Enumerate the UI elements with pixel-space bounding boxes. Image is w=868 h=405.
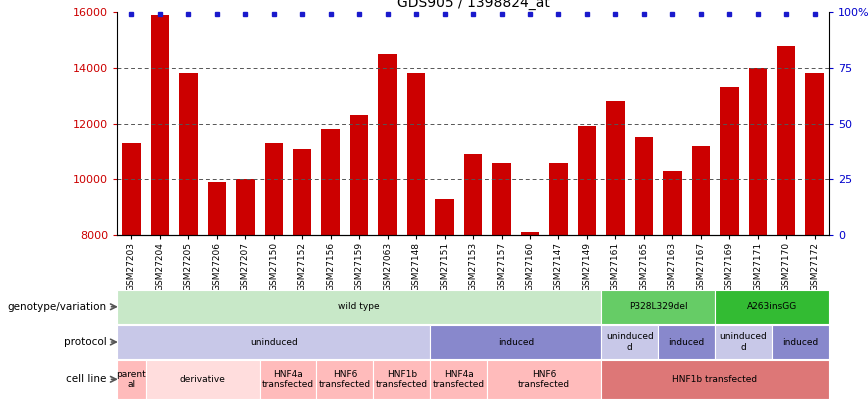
Bar <box>606 101 625 235</box>
Bar <box>806 73 824 235</box>
Bar <box>487 360 602 399</box>
Bar <box>350 115 368 235</box>
Bar <box>635 137 653 235</box>
Bar <box>663 171 681 235</box>
Bar <box>715 290 829 324</box>
Bar <box>151 15 169 235</box>
Bar <box>602 325 658 359</box>
Text: P328L329del: P328L329del <box>628 302 687 311</box>
Bar <box>317 360 373 399</box>
Text: induced: induced <box>497 337 534 347</box>
Bar <box>464 154 483 235</box>
Bar <box>602 290 715 324</box>
Bar <box>602 360 829 399</box>
Bar <box>436 199 454 235</box>
Bar <box>117 290 602 324</box>
Bar <box>692 146 710 235</box>
Bar <box>321 129 340 235</box>
Bar <box>658 325 715 359</box>
Text: induced: induced <box>668 337 705 347</box>
Text: HNF1b
transfected: HNF1b transfected <box>376 370 428 389</box>
Text: wild type: wild type <box>339 302 380 311</box>
Bar <box>549 162 568 235</box>
Bar <box>431 325 602 359</box>
Text: uninduced: uninduced <box>250 337 298 347</box>
Bar <box>578 126 596 235</box>
Text: derivative: derivative <box>180 375 226 384</box>
Bar <box>748 68 767 235</box>
Bar <box>179 73 198 235</box>
Text: HNF1b transfected: HNF1b transfected <box>673 375 758 384</box>
Text: HNF4a
transfected: HNF4a transfected <box>262 370 314 389</box>
Bar <box>777 46 795 235</box>
Text: HNF6
transfected: HNF6 transfected <box>518 370 570 389</box>
Bar <box>431 360 487 399</box>
Text: HNF4a
transfected: HNF4a transfected <box>433 370 485 389</box>
Text: protocol: protocol <box>63 337 107 347</box>
Bar <box>772 325 829 359</box>
Bar <box>122 143 141 235</box>
Bar <box>373 360 431 399</box>
Text: induced: induced <box>782 337 819 347</box>
Bar <box>265 143 283 235</box>
Bar <box>715 325 772 359</box>
Bar <box>117 360 146 399</box>
Bar <box>236 179 254 235</box>
Bar <box>378 54 397 235</box>
Bar <box>720 87 739 235</box>
Bar <box>207 182 226 235</box>
Text: HNF6
transfected: HNF6 transfected <box>319 370 371 389</box>
Text: parent
al: parent al <box>116 370 147 389</box>
Text: uninduced
d: uninduced d <box>606 333 654 352</box>
Bar <box>521 232 539 235</box>
Bar <box>260 360 317 399</box>
Bar <box>146 360 260 399</box>
Text: uninduced
d: uninduced d <box>720 333 767 352</box>
Text: cell line: cell line <box>66 374 107 384</box>
Title: GDS905 / 1398824_at: GDS905 / 1398824_at <box>397 0 549 10</box>
Text: A263insGG: A263insGG <box>746 302 797 311</box>
Bar <box>492 162 510 235</box>
Bar <box>117 325 431 359</box>
Bar <box>293 149 312 235</box>
Text: genotype/variation: genotype/variation <box>8 302 107 312</box>
Bar <box>407 73 425 235</box>
